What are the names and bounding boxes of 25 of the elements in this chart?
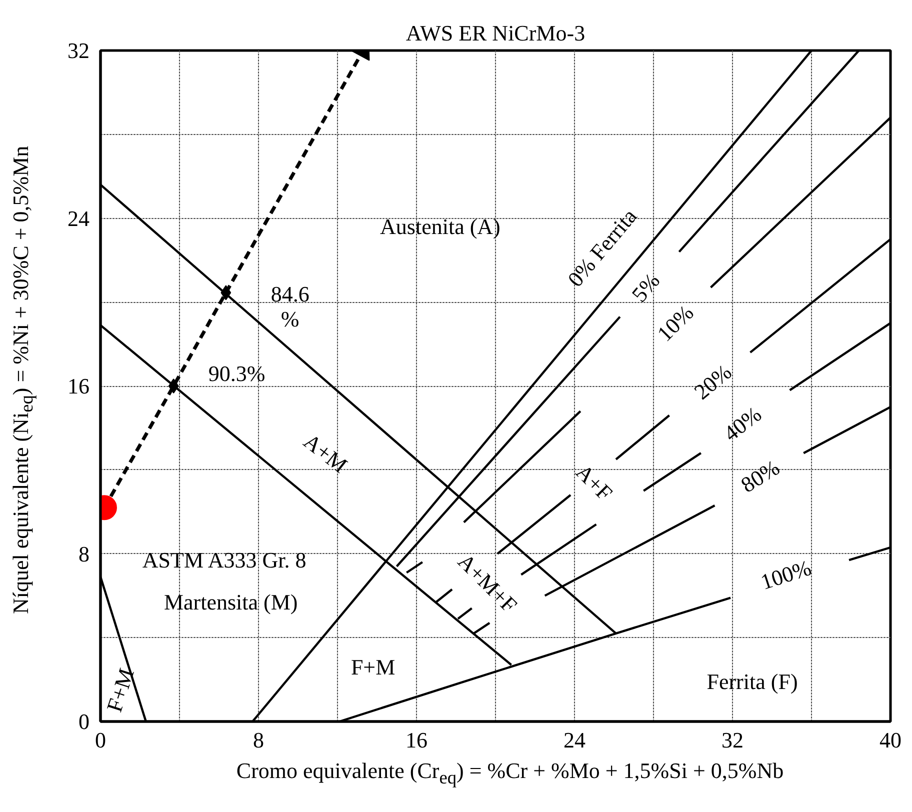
chart-title: AWS ER NiCrMo-3: [406, 20, 586, 46]
annotation: 84.6 %: [270, 281, 310, 332]
annotation: F+M: [102, 665, 139, 715]
annotation: 90.3%: [208, 360, 266, 386]
annotation: ASTM A333 Gr. 8: [142, 548, 306, 573]
annotation: 100%: [758, 554, 814, 595]
y-tick-label: 16: [68, 374, 90, 398]
y-tick-label: 8: [78, 541, 90, 566]
annotation: F+M: [350, 654, 396, 680]
x-tick-label: 40: [880, 728, 902, 752]
y-tick-label: 32: [68, 38, 90, 63]
annotation: 80%: [736, 454, 784, 498]
x-tick-label: 16: [406, 728, 428, 752]
annotation: A+M: [299, 428, 352, 478]
x-tick-label: 24: [564, 728, 586, 752]
x-tick-label: 32: [722, 728, 744, 752]
x-tick-label: 8: [253, 728, 264, 752]
x-axis-title: Cromo equivalente (Cr$_{eq}$) = %Cr + %Mo + 1,5%Si + 0,5%Nb: [236, 757, 784, 790]
annotation: A+F: [571, 459, 618, 506]
y-tick-label: 24: [68, 206, 90, 231]
annotation: Martensita (M): [164, 589, 298, 614]
x-tick-label: 0: [95, 728, 106, 752]
annotation: Ferrita (F): [706, 669, 798, 694]
y-tick-label: 0: [78, 709, 90, 734]
annotation: Austenita (A): [380, 214, 500, 240]
